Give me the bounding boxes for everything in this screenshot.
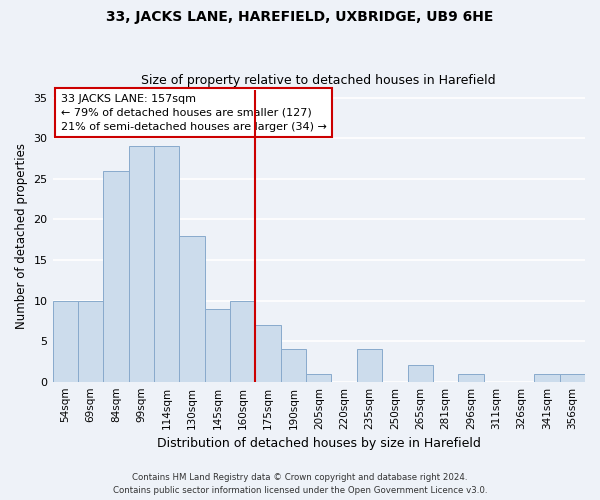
Bar bbox=[103, 170, 128, 382]
Bar bbox=[458, 374, 484, 382]
Bar bbox=[53, 300, 78, 382]
Bar bbox=[560, 374, 585, 382]
X-axis label: Distribution of detached houses by size in Harefield: Distribution of detached houses by size … bbox=[157, 437, 481, 450]
Title: Size of property relative to detached houses in Harefield: Size of property relative to detached ho… bbox=[142, 74, 496, 87]
Bar bbox=[78, 300, 103, 382]
Bar bbox=[281, 349, 306, 382]
Bar bbox=[534, 374, 560, 382]
Text: Contains HM Land Registry data © Crown copyright and database right 2024.
Contai: Contains HM Land Registry data © Crown c… bbox=[113, 474, 487, 495]
Bar bbox=[357, 349, 382, 382]
Bar bbox=[179, 236, 205, 382]
Text: 33, JACKS LANE, HAREFIELD, UXBRIDGE, UB9 6HE: 33, JACKS LANE, HAREFIELD, UXBRIDGE, UB9… bbox=[106, 10, 494, 24]
Bar bbox=[306, 374, 331, 382]
Bar bbox=[230, 300, 256, 382]
Bar bbox=[205, 308, 230, 382]
Bar bbox=[256, 325, 281, 382]
Bar bbox=[407, 366, 433, 382]
Bar bbox=[154, 146, 179, 382]
Bar bbox=[128, 146, 154, 382]
Y-axis label: Number of detached properties: Number of detached properties bbox=[15, 142, 28, 328]
Text: 33 JACKS LANE: 157sqm
← 79% of detached houses are smaller (127)
21% of semi-det: 33 JACKS LANE: 157sqm ← 79% of detached … bbox=[61, 94, 326, 132]
